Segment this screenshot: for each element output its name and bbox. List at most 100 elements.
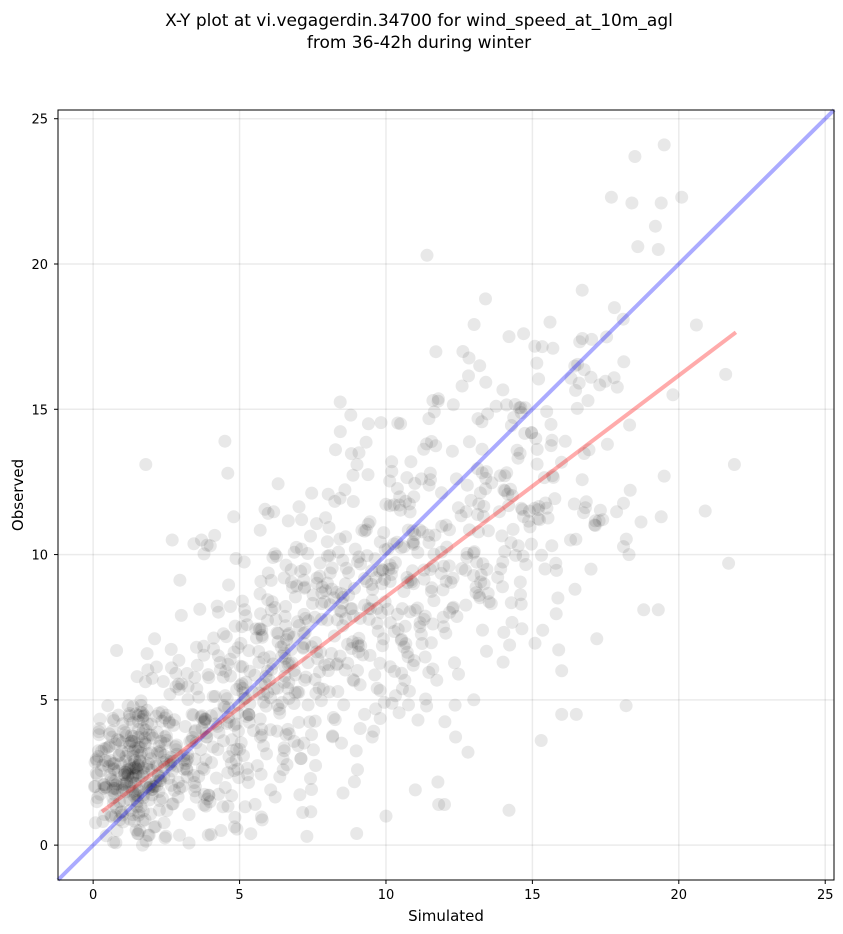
scatter-point — [530, 356, 544, 370]
scatter-point — [93, 787, 107, 801]
scatter-point — [106, 797, 120, 811]
scatter-point — [252, 655, 266, 669]
scatter-point — [107, 763, 121, 777]
scatter-point — [268, 790, 282, 804]
scatter-point — [222, 578, 236, 592]
scatter-point — [436, 610, 450, 624]
scatter-point — [472, 497, 486, 511]
scatter-point — [336, 786, 350, 800]
scatter-point — [157, 760, 171, 774]
scatter-point — [394, 417, 408, 431]
scatter-point — [368, 552, 382, 566]
scatter-point — [170, 747, 184, 761]
scatter-point — [537, 471, 551, 485]
scatter-point — [347, 674, 361, 688]
scatter-point — [373, 656, 387, 670]
scatter-point — [422, 665, 436, 679]
scatter-point — [199, 799, 213, 813]
scatter-point — [422, 528, 436, 542]
scatter-point — [545, 433, 559, 447]
scatter-point — [301, 656, 315, 670]
scatter-point — [369, 702, 383, 716]
scatter-point — [298, 562, 312, 576]
scatter-point — [108, 774, 122, 788]
scatter-point — [156, 675, 170, 688]
scatter-point — [136, 713, 150, 727]
scatter-point — [123, 712, 137, 726]
scatter-point — [125, 734, 139, 748]
scatter-point — [267, 682, 281, 696]
scatter-point — [135, 727, 149, 741]
scatter-point — [287, 545, 301, 559]
scatter-point — [424, 473, 437, 487]
scatter-point — [157, 816, 171, 830]
scatter-point — [116, 777, 129, 791]
scatter-point — [210, 707, 224, 721]
scatter-point — [407, 537, 421, 551]
scatter-point — [234, 736, 248, 750]
scatter-point — [350, 827, 364, 840]
scatter-point — [228, 820, 241, 834]
scatter-point — [220, 692, 234, 706]
scatter-point — [115, 736, 129, 750]
scatter-point — [323, 548, 337, 562]
scatter-point — [422, 412, 436, 426]
scatter-point — [165, 661, 178, 675]
scatter-point — [197, 715, 211, 729]
scatter-point — [341, 637, 355, 651]
scatter-point — [141, 663, 155, 677]
scatter-point — [422, 536, 436, 549]
scatter-point — [508, 398, 522, 411]
scatter-point — [154, 771, 168, 785]
scatter-point — [408, 476, 422, 490]
scatter-point — [588, 518, 602, 532]
scatter-point — [385, 561, 399, 575]
scatter-point — [426, 617, 440, 631]
scatter-point — [233, 679, 247, 693]
scatter-point — [257, 695, 271, 709]
scatter-point — [165, 797, 179, 811]
scatter-point — [456, 345, 470, 358]
scatter-point — [200, 730, 214, 744]
scatter-point — [309, 686, 323, 700]
y-tick-label: 15 — [31, 403, 48, 418]
scatter-point — [162, 771, 176, 785]
scatter-point — [292, 715, 306, 729]
scatter-point — [288, 686, 302, 700]
scatter-point — [555, 455, 568, 469]
scatter-point — [131, 827, 145, 841]
scatter-point — [173, 573, 187, 587]
scatter-point — [174, 608, 188, 622]
scatter-point — [271, 635, 285, 649]
scatter-point — [198, 712, 212, 726]
scatter-point — [279, 558, 293, 572]
scatter-point — [584, 562, 598, 576]
scatter-point — [301, 547, 315, 560]
scatter-point — [110, 777, 124, 791]
scatter-point — [216, 627, 230, 641]
scatter-point — [370, 681, 384, 695]
scatter-point — [427, 594, 441, 608]
scatter-point — [204, 709, 218, 723]
scatter-point — [158, 831, 172, 845]
scatter-point — [321, 664, 335, 678]
scatter-point — [373, 684, 387, 697]
scatter-point — [129, 766, 143, 780]
scatter-point — [248, 668, 262, 682]
scatter-point — [128, 776, 141, 790]
scatter-point — [446, 571, 460, 585]
scatter-point — [604, 190, 618, 204]
scatter-point — [227, 510, 241, 524]
scatter-point — [424, 584, 438, 598]
scatter-point — [413, 523, 427, 537]
scatter-point — [297, 581, 311, 595]
scatter-point — [475, 415, 489, 429]
scatter-point — [546, 341, 560, 355]
scatter-point — [88, 755, 102, 769]
scatter-point — [119, 785, 133, 799]
scatter-point — [219, 664, 233, 678]
scatter-point — [91, 744, 105, 758]
scatter-point — [228, 619, 242, 633]
scatter-point — [216, 800, 230, 814]
scatter-point — [347, 609, 360, 623]
